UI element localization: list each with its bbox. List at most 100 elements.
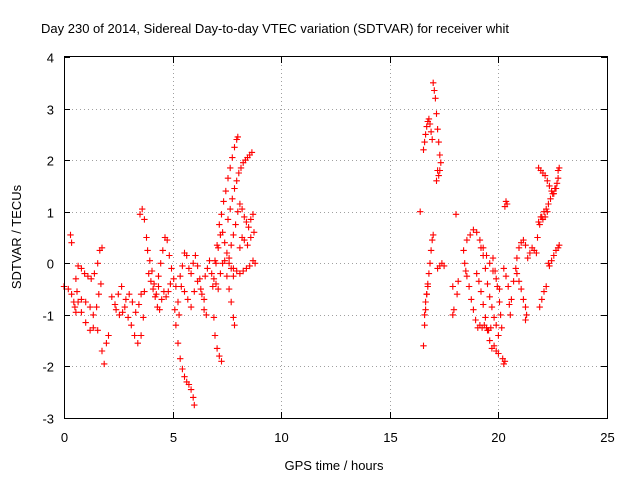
data-point xyxy=(178,283,185,290)
series-track-4 xyxy=(67,231,80,316)
data-point xyxy=(200,306,208,313)
data-point xyxy=(477,244,485,251)
data-point xyxy=(550,252,557,259)
x-tick-label: 5 xyxy=(170,430,177,445)
series-track-37 xyxy=(513,236,540,262)
data-point xyxy=(121,303,128,311)
y-tick-label: 3 xyxy=(47,103,54,118)
data-point xyxy=(427,247,435,254)
data-point xyxy=(112,306,120,313)
series-track-2 xyxy=(72,244,106,282)
data-point xyxy=(487,324,494,331)
data-point xyxy=(82,319,89,326)
chart-title: Day 230 of 2014, Sidereal Day-to-day VTE… xyxy=(41,21,509,36)
data-point xyxy=(220,198,227,205)
data-point xyxy=(103,340,110,347)
data-point xyxy=(131,332,138,339)
data-point xyxy=(422,131,429,138)
data-point xyxy=(228,298,235,306)
data-point xyxy=(202,273,209,280)
data-point xyxy=(534,234,541,241)
data-point xyxy=(496,298,503,306)
data-point xyxy=(174,298,182,306)
data-point xyxy=(250,229,258,236)
data-point xyxy=(227,205,234,213)
data-point xyxy=(134,340,141,347)
data-point xyxy=(547,195,554,202)
data-point xyxy=(473,270,480,277)
data-point xyxy=(70,298,77,306)
data-point xyxy=(95,291,102,298)
series-track-13 xyxy=(202,257,225,365)
data-point xyxy=(141,216,148,223)
data-point xyxy=(208,270,215,277)
data-point xyxy=(486,293,493,300)
data-point xyxy=(192,252,199,259)
data-point xyxy=(174,340,182,347)
data-point xyxy=(472,316,479,324)
data-point xyxy=(488,303,496,311)
data-point xyxy=(236,270,244,277)
series-track-15 xyxy=(212,257,238,329)
data-point xyxy=(213,345,221,352)
data-point xyxy=(144,247,151,254)
x-tick-label: 25 xyxy=(600,430,614,445)
data-point xyxy=(225,254,233,262)
data-point xyxy=(245,224,252,231)
data-point xyxy=(482,314,489,321)
data-point xyxy=(420,342,427,349)
series-track-34 xyxy=(500,265,519,319)
data-point xyxy=(164,236,171,244)
data-point xyxy=(137,332,145,339)
data-point xyxy=(191,288,198,295)
series-track-20 xyxy=(236,229,258,251)
data-point xyxy=(225,285,233,293)
data-point xyxy=(140,314,147,321)
data-point xyxy=(177,355,184,362)
data-point xyxy=(78,296,85,303)
data-point xyxy=(526,249,534,257)
series-track-42 xyxy=(535,208,551,226)
data-point xyxy=(507,311,514,319)
series-track-9 xyxy=(155,234,183,319)
data-point xyxy=(111,301,119,308)
data-point xyxy=(237,164,245,172)
data-point xyxy=(524,254,531,262)
data-point xyxy=(495,332,502,339)
data-point xyxy=(179,365,186,373)
data-point xyxy=(118,283,125,290)
data-point xyxy=(147,278,155,285)
data-point xyxy=(500,265,507,272)
data-point xyxy=(490,314,498,321)
data-point xyxy=(553,180,561,187)
data-point xyxy=(449,311,456,319)
data-point xyxy=(72,275,80,282)
data-point xyxy=(477,288,485,295)
data-point xyxy=(234,208,241,215)
data-point xyxy=(219,229,226,236)
data-point xyxy=(231,322,238,329)
data-point xyxy=(197,285,204,293)
data-point xyxy=(98,244,106,251)
data-point xyxy=(440,262,448,270)
data-point xyxy=(141,288,148,295)
series-track-22 xyxy=(421,283,431,319)
data-point xyxy=(248,149,256,156)
data-point xyxy=(512,265,519,272)
series-track-31 xyxy=(477,244,502,339)
data-point xyxy=(210,275,218,282)
data-point xyxy=(198,291,206,298)
data-point xyxy=(462,267,469,275)
x-tick-labels: 0 5 10 15 20 25 xyxy=(61,430,615,445)
data-point xyxy=(67,231,74,239)
data-point xyxy=(476,236,484,244)
data-point xyxy=(522,242,529,249)
data-point xyxy=(81,270,88,277)
data-point xyxy=(166,252,173,259)
series-track-41 xyxy=(546,242,563,270)
data-point xyxy=(128,322,135,329)
data-point xyxy=(493,322,500,329)
data-point xyxy=(503,200,511,208)
data-point xyxy=(453,291,461,298)
data-point xyxy=(224,175,232,182)
